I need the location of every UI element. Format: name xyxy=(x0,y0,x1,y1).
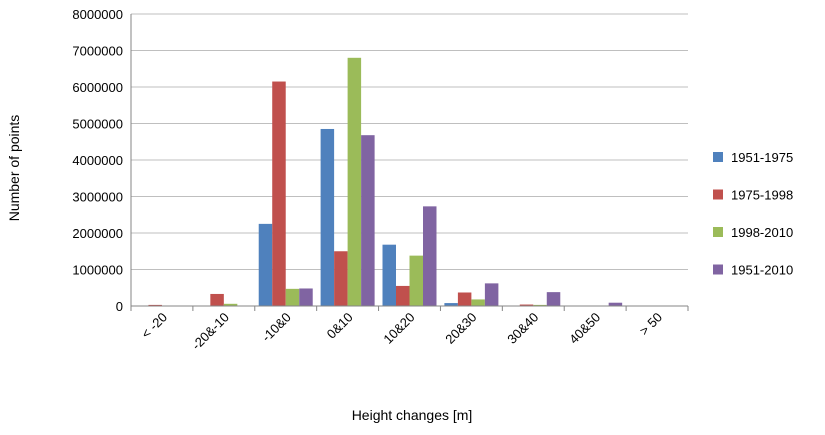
legend-swatch xyxy=(713,189,723,200)
x-tick-label: 40&50 xyxy=(566,310,603,347)
bar-1951-2010-0&10 xyxy=(361,135,375,306)
legend-label: 1975-1998 xyxy=(731,188,793,203)
bar-1975-1998-< -20 xyxy=(148,304,162,306)
y-tick-label: 3000000 xyxy=(72,190,123,205)
bar-1975-1998-10&20 xyxy=(396,285,410,306)
y-axis-title: Number of points xyxy=(6,115,22,222)
y-tick-label: 7000000 xyxy=(72,44,123,59)
bar-1998-2010--10&0 xyxy=(285,288,300,306)
bar-1951-1975--10&0 xyxy=(258,223,273,306)
x-tick-label: 20&30 xyxy=(442,310,479,347)
axes xyxy=(130,14,689,311)
x-tick-label: 30&40 xyxy=(504,310,541,347)
y-tick-labels: 0 1000000 2000000 3000000 4000000 5000000 6000… xyxy=(72,7,123,314)
bar-1951-2010--10&0 xyxy=(299,288,313,306)
y-tick-label: 1000000 xyxy=(72,263,123,278)
x-tick-labels: < -20 -20&-10 -10&0 0&10 10&20 20&30 30&40 40&5… xyxy=(138,310,665,353)
legend-label: 1951-1975 xyxy=(731,150,793,165)
x-tick-label: -20&-10 xyxy=(189,310,232,353)
bar-1951-1975-20&30 xyxy=(444,303,458,306)
bar-1951-1975-10&20 xyxy=(382,244,396,306)
y-tick-label: 5000000 xyxy=(72,117,123,132)
bar-1975-1998-30&40 xyxy=(519,304,534,306)
bar-1975-1998-20&30 xyxy=(457,292,472,306)
bar-1998-2010-30&40 xyxy=(533,304,547,306)
y-tick-label: 2000000 xyxy=(72,226,123,241)
x-tick-label: -10&0 xyxy=(259,310,294,345)
bar-1998-2010-10&20 xyxy=(409,255,423,306)
y-tick-label: 6000000 xyxy=(72,80,123,95)
y-tick-label: 0 xyxy=(116,299,123,314)
bar-1951-2010-30&40 xyxy=(546,292,561,306)
x-tick-label: 10&20 xyxy=(380,310,417,347)
bars xyxy=(148,57,623,307)
x-tick-label: > 50 xyxy=(636,310,665,339)
gridlines xyxy=(131,13,688,270)
x-tick-label: 0&10 xyxy=(324,310,356,342)
bar-1951-2010-10&20 xyxy=(423,206,437,306)
legend-swatch xyxy=(713,264,723,275)
bar-1951-1975-0&10 xyxy=(320,128,335,306)
legend-label: 1998-2010 xyxy=(731,225,793,240)
bar-1998-2010--20&-10 xyxy=(223,303,238,306)
y-tick-label: 8000000 xyxy=(72,7,123,22)
x-tick-label: < -20 xyxy=(138,310,170,342)
bar-1951-2010-20&30 xyxy=(484,283,499,306)
bar-1975-1998--20&-10 xyxy=(210,293,224,306)
bar-1998-2010-0&10 xyxy=(347,57,362,306)
legend-swatch xyxy=(713,227,723,237)
bar-1951-2010-40&50 xyxy=(608,302,623,306)
legend: 1951-1975 1975-1998 1998-2010 1951-2010 xyxy=(713,150,793,278)
x-axis-title: Height changes [m] xyxy=(352,407,473,423)
bar-1975-1998--10&0 xyxy=(272,81,286,307)
bar-1998-2010-20&30 xyxy=(471,299,485,306)
legend-label: 1951-2010 xyxy=(731,263,793,278)
y-tick-label: 4000000 xyxy=(72,153,123,168)
bar-1975-1998-0&10 xyxy=(334,251,348,306)
legend-swatch xyxy=(713,152,723,162)
